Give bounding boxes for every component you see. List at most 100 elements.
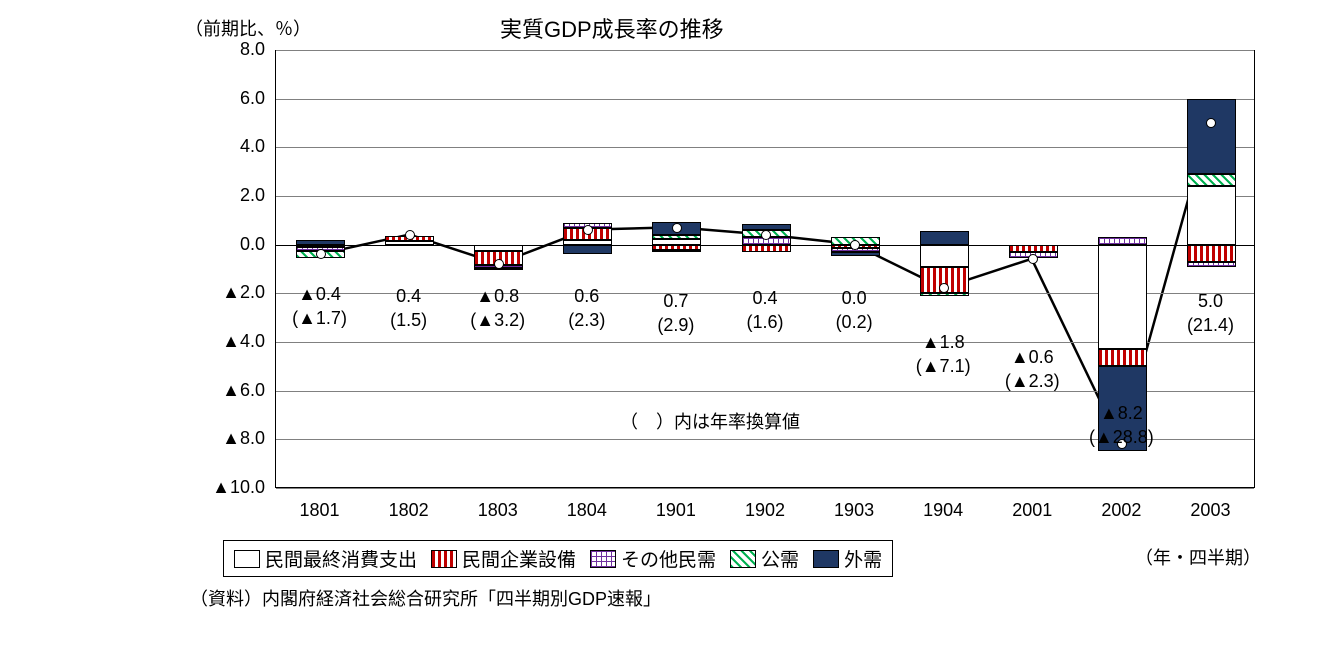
y-unit-label: （前期比、％） xyxy=(185,15,311,41)
bar-segment xyxy=(1098,237,1147,244)
value-label: 0.0 xyxy=(814,288,894,309)
bar-segment xyxy=(1098,349,1147,366)
y-tick-label: ▲10.0 xyxy=(185,477,265,498)
legend-item-s3: その他民需 xyxy=(590,545,716,572)
legend-swatch-s3 xyxy=(590,550,616,568)
legend-swatch-s5 xyxy=(813,550,839,568)
legend-item-s2: 民間企業設備 xyxy=(431,545,576,572)
x-tick-label: 2001 xyxy=(1002,500,1062,521)
annual-label: (1.6) xyxy=(720,312,810,333)
y-tick-label: ▲2.0 xyxy=(185,282,265,303)
gdp-line xyxy=(321,123,1210,443)
y-tick-label: 8.0 xyxy=(185,39,265,60)
value-label: ▲8.2 xyxy=(1081,403,1161,424)
annual-label: (▲1.7) xyxy=(275,308,365,329)
annual-label: (21.4) xyxy=(1165,315,1255,336)
bar-segment xyxy=(920,293,969,295)
value-label: ▲0.6 xyxy=(992,347,1072,368)
gridline xyxy=(276,99,1254,100)
annual-label: (1.5) xyxy=(364,310,454,331)
x-tick-label: 1803 xyxy=(468,500,528,521)
line-marker xyxy=(672,223,682,233)
legend-label-s5: 外需 xyxy=(844,545,882,572)
y-tick-label: ▲4.0 xyxy=(185,331,265,352)
value-label: 0.4 xyxy=(369,286,449,307)
annual-label: (2.9) xyxy=(631,315,721,336)
legend: 民間最終消費支出 民間企業設備 その他民需 公需 外需 xyxy=(223,540,893,577)
value-label: 0.6 xyxy=(547,286,627,307)
bar-segment xyxy=(296,240,345,245)
y-tick-label: 6.0 xyxy=(185,88,265,109)
bar-segment xyxy=(1009,245,1058,252)
x-tick-label: 1903 xyxy=(824,500,884,521)
bar-segment xyxy=(1187,186,1236,244)
chart-title: 実質GDP成長率の推移 xyxy=(500,12,724,44)
annual-label: (▲28.8) xyxy=(1076,427,1166,448)
line-marker xyxy=(583,225,593,235)
source-label: （資料）内閣府経済社会総合研究所「四半期別GDP速報」 xyxy=(190,585,661,611)
legend-item-s4: 公需 xyxy=(730,545,799,572)
x-axis-label: （年・四半期） xyxy=(1135,544,1261,570)
bar-segment xyxy=(652,250,701,252)
annual-label: (0.2) xyxy=(809,312,899,333)
x-tick-label: 2003 xyxy=(1180,500,1240,521)
y-tick-label: 0.0 xyxy=(185,234,265,255)
y-tick-label: ▲8.0 xyxy=(185,428,265,449)
value-label: 5.0 xyxy=(1170,291,1250,312)
value-label: 0.4 xyxy=(725,288,805,309)
x-tick-label: 1804 xyxy=(557,500,617,521)
gridline xyxy=(276,196,1254,197)
annual-label: (▲2.3) xyxy=(987,371,1077,392)
y-tick-label: 2.0 xyxy=(185,185,265,206)
legend-swatch-s4 xyxy=(730,550,756,568)
legend-swatch-s2 xyxy=(431,550,457,568)
bar-segment xyxy=(920,245,969,267)
value-label: ▲1.8 xyxy=(903,332,983,353)
x-tick-label: 2002 xyxy=(1091,500,1151,521)
legend-label-s2: 民間企業設備 xyxy=(462,545,576,572)
legend-label-s3: その他民需 xyxy=(621,545,716,572)
legend-item-s5: 外需 xyxy=(813,545,882,572)
bar-segment xyxy=(1187,99,1236,174)
x-tick-label: 1901 xyxy=(646,500,706,521)
legend-label-s1: 民間最終消費支出 xyxy=(265,545,417,572)
bar-segment xyxy=(920,231,969,244)
annual-label: (▲7.1) xyxy=(898,356,988,377)
gridline xyxy=(276,488,1254,489)
x-tick-label: 1801 xyxy=(290,500,350,521)
line-marker xyxy=(316,249,326,259)
line-marker xyxy=(405,230,415,240)
x-tick-label: 1902 xyxy=(735,500,795,521)
gdp-chart: 実質GDP成長率の推移 （前期比、％） 8.0 6.0 4.0 2.0 0.0 ▲2.0 ▲… xyxy=(20,10,1300,650)
value-label: 0.7 xyxy=(636,291,716,312)
value-label: ▲0.4 xyxy=(280,284,360,305)
paren-note: （ ）内は年率換算値 xyxy=(620,408,800,434)
line-marker xyxy=(494,259,504,269)
line-marker xyxy=(939,283,949,293)
line-marker xyxy=(850,240,860,250)
bar-segment xyxy=(1098,245,1147,350)
value-label: ▲0.8 xyxy=(458,286,538,307)
x-tick-label: 1904 xyxy=(913,500,973,521)
bar-segment xyxy=(1187,245,1236,262)
gridline xyxy=(276,50,1254,51)
bar-segment xyxy=(831,252,880,256)
line-marker xyxy=(761,230,771,240)
annual-label: (▲3.2) xyxy=(453,310,543,331)
bar-segment xyxy=(563,245,612,255)
legend-item-s1: 民間最終消費支出 xyxy=(234,545,417,572)
x-tick-label: 1802 xyxy=(379,500,439,521)
bar-segment xyxy=(385,241,434,245)
legend-swatch-s1 xyxy=(234,550,260,568)
gridline xyxy=(276,147,1254,148)
y-tick-label: 4.0 xyxy=(185,136,265,157)
bar-segment xyxy=(1187,262,1236,267)
bar-segment xyxy=(1187,174,1236,186)
line-marker xyxy=(1206,118,1216,128)
annual-label: (2.3) xyxy=(542,310,632,331)
legend-label-s4: 公需 xyxy=(761,545,799,572)
bar-segment xyxy=(652,235,701,239)
line-marker xyxy=(1028,254,1038,264)
bar-segment xyxy=(742,245,791,252)
y-tick-label: ▲6.0 xyxy=(185,380,265,401)
